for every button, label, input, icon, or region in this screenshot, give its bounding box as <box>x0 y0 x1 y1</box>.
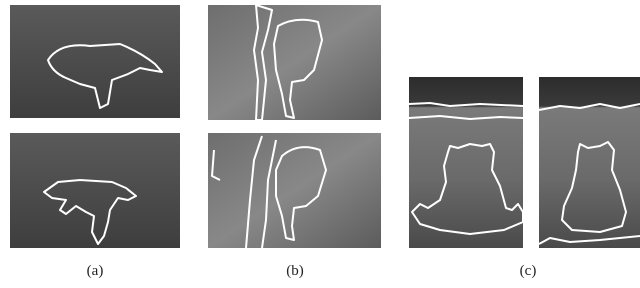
panel-a <box>10 5 180 248</box>
caption: (c) <box>520 263 537 279</box>
caption: (a) <box>87 263 104 279</box>
image <box>10 5 180 118</box>
figure: (a) (b) (c) <box>0 0 640 288</box>
image <box>10 133 180 248</box>
image <box>539 77 640 248</box>
image <box>208 5 381 120</box>
panel-b <box>208 5 381 248</box>
image <box>208 133 381 248</box>
panel-c <box>409 77 640 248</box>
caption: (b) <box>286 263 304 279</box>
